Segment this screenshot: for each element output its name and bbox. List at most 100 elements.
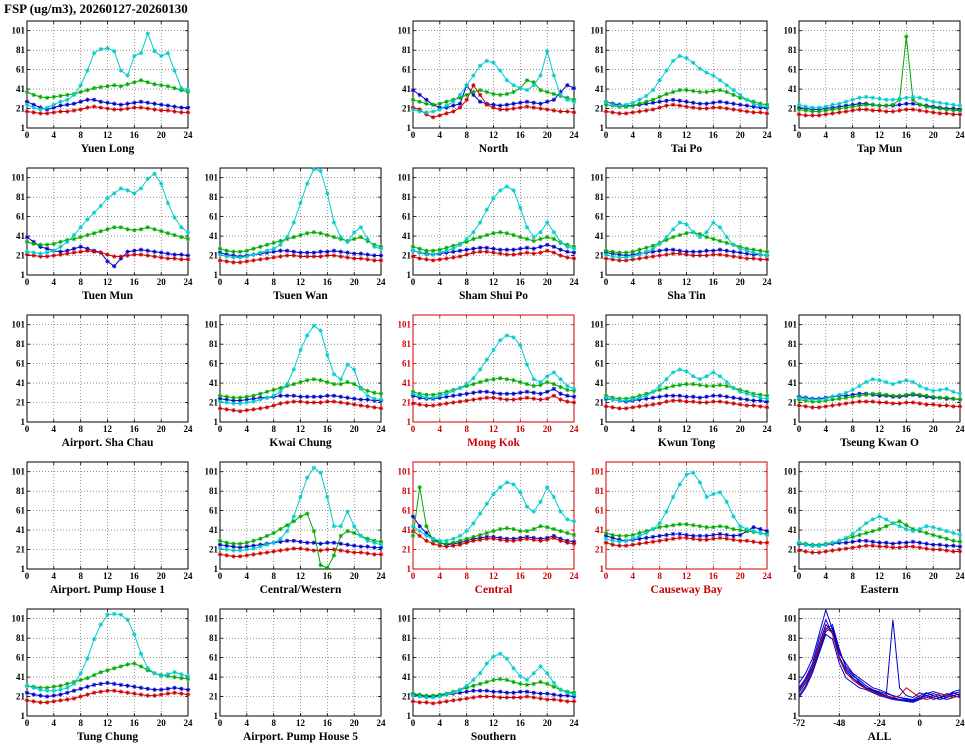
chart-cell-kwai-chung: 1 21 41 61 81 101 0 4 8 12 16 20 24 Kwai Chung [193, 310, 386, 457]
svg-text:12: 12 [682, 277, 692, 287]
svg-text:4: 4 [631, 424, 636, 434]
svg-text:24: 24 [956, 571, 965, 581]
svg-text:12: 12 [875, 130, 885, 140]
svg-text:4: 4 [52, 130, 57, 140]
svg-text:81: 81 [209, 633, 219, 643]
plot-all: 1 21 41 61 81 101 -72 -48 -24 0 24 ALL [784, 608, 965, 743]
svg-text:1: 1 [21, 711, 26, 721]
svg-text:21: 21 [595, 398, 605, 408]
svg-text:20: 20 [350, 277, 360, 287]
svg-text:1: 1 [600, 123, 605, 133]
svg-text:81: 81 [16, 45, 26, 55]
svg-text:16: 16 [130, 277, 140, 287]
station-label-kwun-tong: Kwun Tong [658, 437, 715, 449]
svg-text:24: 24 [570, 130, 580, 140]
svg-text:20: 20 [543, 277, 553, 287]
svg-text:0: 0 [411, 130, 416, 140]
chart-cell-sham-shui-po: 1 21 41 61 81 101 0 4 8 12 16 20 24 Sham Shui Po [386, 163, 579, 310]
plot-tap-mun: 1 21 41 61 81 101 0 4 8 12 16 20 24 Tap Mun [784, 20, 965, 155]
station-label-airport-pump-house-5: Airport. Pump House 5 [243, 731, 358, 743]
plot-mong-kok: 1 21 41 61 81 101 0 4 8 12 16 20 24 Mong Kok [398, 314, 579, 449]
svg-text:21: 21 [788, 398, 798, 408]
svg-text:1: 1 [407, 417, 412, 427]
svg-text:81: 81 [595, 192, 605, 202]
svg-text:0: 0 [25, 718, 30, 728]
svg-text:0: 0 [411, 718, 416, 728]
svg-text:81: 81 [595, 339, 605, 349]
svg-text:41: 41 [595, 525, 605, 535]
svg-text:12: 12 [489, 130, 499, 140]
svg-text:20: 20 [157, 277, 167, 287]
svg-text:0: 0 [25, 571, 30, 581]
station-label-southern: Southern [471, 731, 517, 743]
svg-text:16: 16 [130, 130, 140, 140]
svg-text:0: 0 [411, 571, 416, 581]
svg-text:41: 41 [595, 231, 605, 241]
svg-text:0: 0 [25, 277, 30, 287]
svg-text:21: 21 [402, 398, 412, 408]
svg-text:12: 12 [489, 718, 499, 728]
svg-text:101: 101 [12, 173, 26, 183]
svg-text:4: 4 [631, 130, 636, 140]
svg-text:16: 16 [323, 277, 333, 287]
svg-text:1: 1 [214, 711, 219, 721]
svg-text:24: 24 [763, 571, 773, 581]
svg-text:4: 4 [245, 718, 250, 728]
svg-text:1: 1 [407, 564, 412, 574]
svg-text:20: 20 [157, 424, 167, 434]
chart-cell-tseung-kwan-o: 1 21 41 61 81 101 0 4 8 12 16 20 24 Tseung Kwan O [772, 310, 965, 457]
plot-sham-shui-po: 1 21 41 61 81 101 0 4 8 12 16 20 24 Sham Shui Po [398, 167, 579, 302]
svg-text:1: 1 [407, 711, 412, 721]
svg-text:1: 1 [793, 564, 798, 574]
svg-text:12: 12 [296, 424, 306, 434]
svg-text:24: 24 [763, 130, 773, 140]
plot-airport-pump-house-1: 1 21 41 61 81 101 0 4 8 12 16 20 24 Airport. Pump Hou… [12, 461, 193, 596]
svg-text:24: 24 [763, 424, 773, 434]
svg-text:8: 8 [464, 130, 469, 140]
svg-text:61: 61 [402, 506, 412, 516]
svg-text:21: 21 [16, 104, 26, 114]
svg-text:1: 1 [600, 564, 605, 574]
svg-text:16: 16 [323, 571, 333, 581]
station-label-sham-shui-po: Sham Shui Po [459, 290, 528, 302]
svg-text:1: 1 [407, 270, 412, 280]
charts-grid: 1 21 41 61 81 101 0 4 8 12 16 20 24 Yuen Long 1 21 41 61 8… [0, 16, 965, 751]
svg-text:101: 101 [784, 26, 798, 36]
svg-text:41: 41 [16, 231, 26, 241]
svg-text:21: 21 [16, 692, 26, 702]
station-label-tsuen-wan: Tsuen Wan [273, 290, 328, 302]
svg-text:21: 21 [402, 251, 412, 261]
svg-text:20: 20 [157, 571, 167, 581]
svg-text:61: 61 [16, 506, 26, 516]
svg-text:16: 16 [709, 424, 719, 434]
svg-text:16: 16 [130, 571, 140, 581]
svg-text:101: 101 [398, 173, 412, 183]
svg-text:41: 41 [16, 672, 26, 682]
svg-text:0: 0 [797, 424, 802, 434]
svg-text:81: 81 [209, 339, 219, 349]
svg-text:20: 20 [929, 424, 939, 434]
svg-text:41: 41 [402, 525, 412, 535]
svg-text:21: 21 [16, 545, 26, 555]
svg-text:61: 61 [402, 65, 412, 75]
chart-cell-central-western: 1 21 41 61 81 101 0 4 8 12 16 20 24 Central/Western [193, 457, 386, 604]
svg-text:16: 16 [709, 277, 719, 287]
svg-text:20: 20 [543, 571, 553, 581]
svg-text:16: 16 [902, 571, 912, 581]
svg-text:16: 16 [323, 718, 333, 728]
station-label-all: ALL [868, 731, 892, 743]
svg-text:0: 0 [411, 277, 416, 287]
station-label-kwai-chung: Kwai Chung [269, 437, 332, 449]
svg-text:24: 24 [956, 424, 965, 434]
chart-cell-central: 1 21 41 61 81 101 0 4 8 12 16 20 24 Central [386, 457, 579, 604]
plot-north: 1 21 41 61 81 101 0 4 8 12 16 20 24 North [398, 20, 580, 155]
plot-yuen-long: 1 21 41 61 81 101 0 4 8 12 16 20 24 Yuen Long [12, 20, 193, 155]
svg-text:0: 0 [604, 130, 609, 140]
svg-text:1: 1 [214, 564, 219, 574]
plot-kwun-tong: 1 21 41 61 81 101 0 4 8 12 16 20 24 Kwun Tong [591, 314, 773, 449]
svg-text:20: 20 [543, 130, 553, 140]
svg-text:1: 1 [600, 417, 605, 427]
svg-text:20: 20 [736, 571, 746, 581]
svg-text:81: 81 [788, 339, 798, 349]
svg-text:16: 16 [902, 424, 912, 434]
